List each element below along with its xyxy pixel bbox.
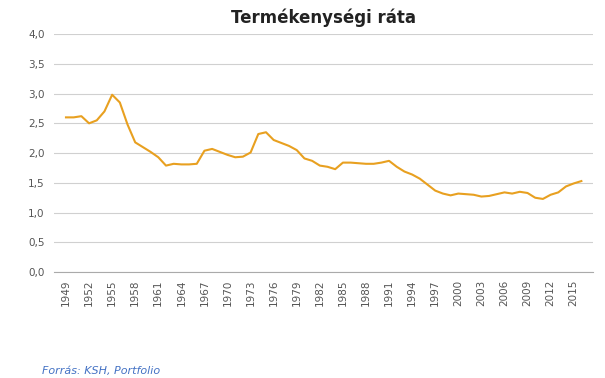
Text: Forrás: KSH, Portfolio: Forrás: KSH, Portfolio [42, 366, 160, 376]
Title: Termékenységi ráta: Termékenységi ráta [231, 8, 416, 27]
